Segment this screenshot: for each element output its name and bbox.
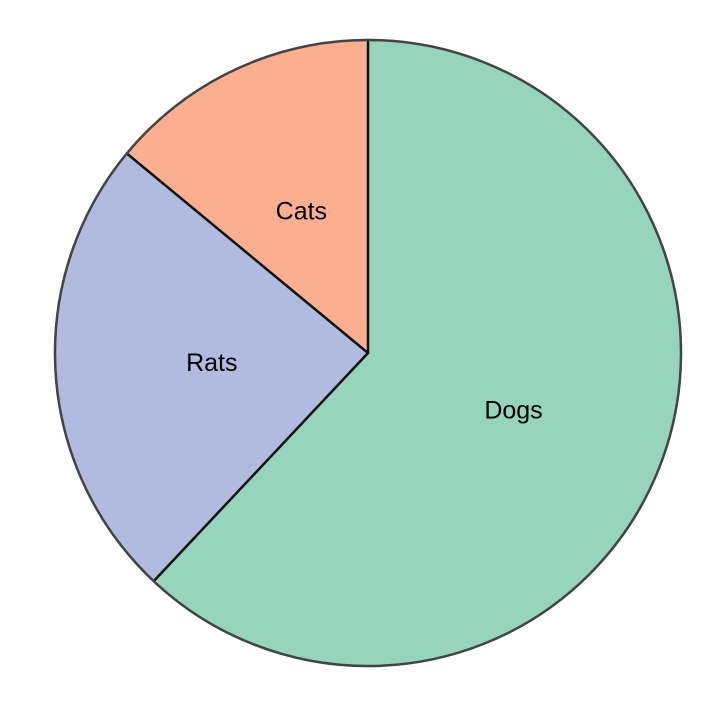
- pie-labels: Cats Rats Dogs: [186, 197, 543, 424]
- pie-label-cats: Cats: [276, 197, 327, 225]
- pie-divider-line: [152, 351, 370, 583]
- pie-slices: [53, 38, 683, 668]
- pie-outline: [53, 38, 683, 668]
- pie-divider-line: [125, 152, 370, 355]
- pie-label-rats: Rats: [186, 349, 237, 377]
- pie-label-dogs: Dogs: [484, 397, 542, 425]
